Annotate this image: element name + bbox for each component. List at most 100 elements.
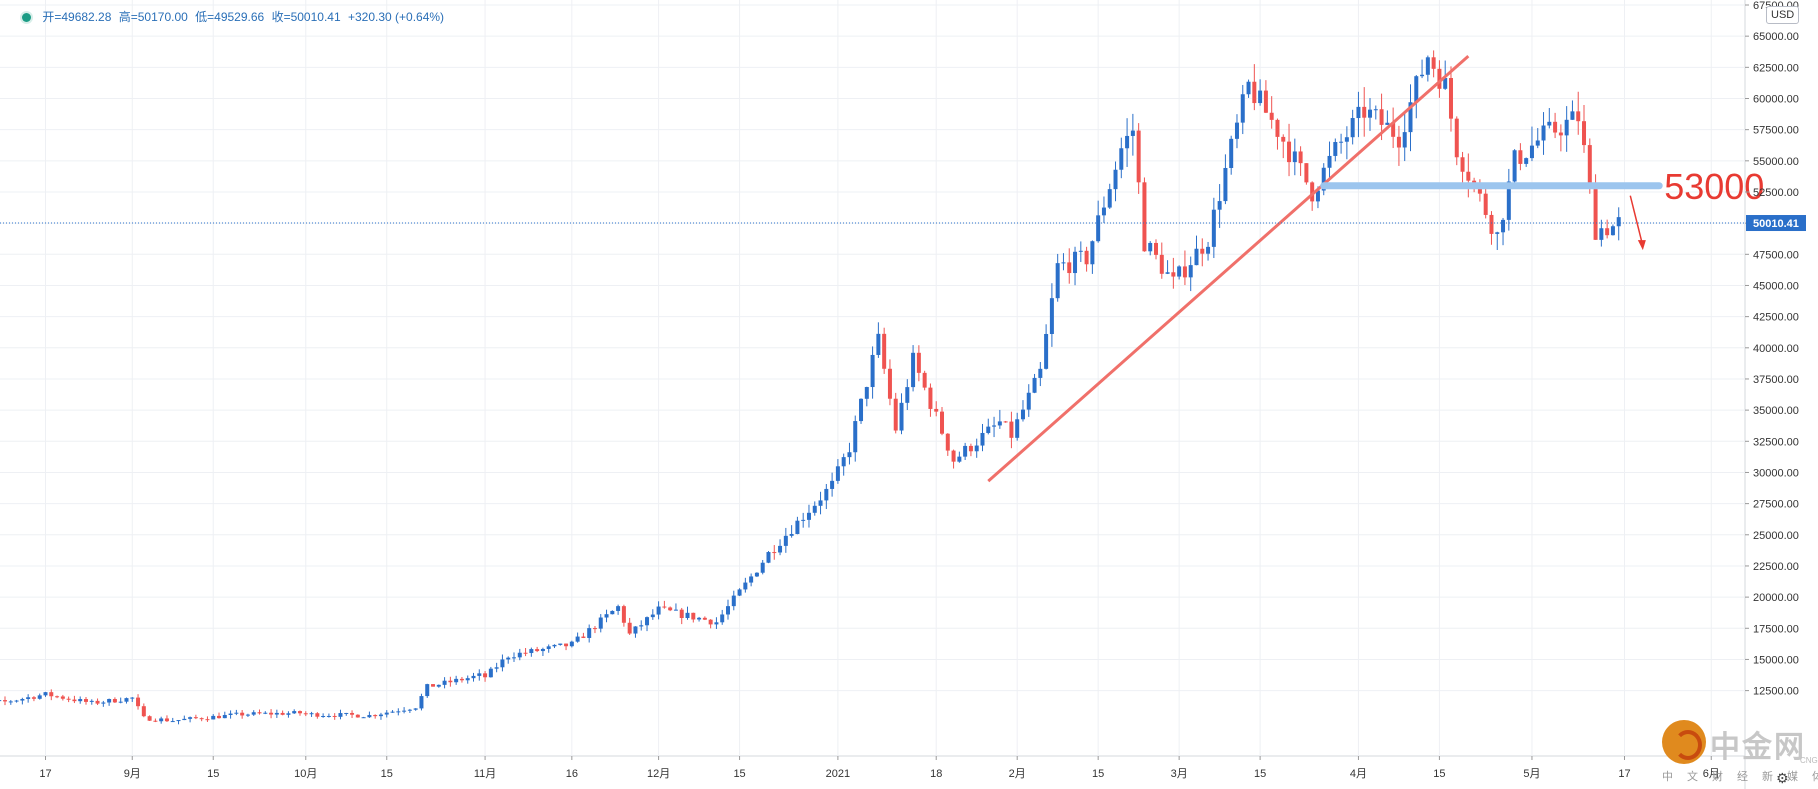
candle [205, 716, 210, 722]
price-tick-label: 52500.00 [1753, 187, 1799, 199]
price-tick-label: 35000.00 [1753, 405, 1799, 417]
candle [1119, 137, 1124, 179]
candle-body [234, 712, 239, 714]
candle-body [1136, 130, 1141, 183]
candle-body [396, 711, 401, 713]
candle [1287, 123, 1292, 177]
candle [211, 714, 216, 720]
candle [257, 709, 262, 715]
candle-body [465, 678, 470, 681]
candle [1055, 253, 1060, 302]
candle-body [1408, 102, 1413, 133]
candle [934, 401, 939, 417]
candle-body [147, 716, 152, 721]
candle [899, 393, 904, 435]
candle [506, 656, 511, 664]
candle [1003, 420, 1008, 423]
candle [1020, 400, 1025, 422]
candle-body [488, 668, 493, 678]
candle [997, 409, 1002, 429]
candle [26, 694, 31, 703]
candle-body [448, 680, 453, 683]
candle [78, 696, 83, 704]
time-tick-label: 17 [39, 768, 51, 780]
candle-body [1616, 217, 1621, 227]
candle [1483, 186, 1488, 219]
candle [373, 714, 378, 719]
candle [830, 472, 835, 497]
candle-body [436, 684, 441, 687]
candle-body [922, 372, 927, 388]
candle [240, 710, 245, 719]
time-tick-label: 10月 [294, 768, 317, 780]
candle-body [419, 696, 424, 709]
candle [55, 695, 60, 699]
candle [101, 700, 106, 707]
candle [1026, 384, 1031, 417]
candle-body [1541, 125, 1546, 141]
candle [1518, 143, 1523, 171]
candle [297, 710, 302, 716]
gear-icon[interactable]: ⚙ [1776, 770, 1789, 786]
candle-body [506, 657, 511, 660]
candle [951, 449, 956, 469]
candle [1466, 153, 1471, 198]
candle [564, 643, 569, 651]
currency-button[interactable]: USD [1766, 6, 1800, 24]
candle [1165, 260, 1170, 275]
candle-body [170, 721, 175, 723]
candle [569, 640, 574, 648]
candle-body [471, 675, 476, 679]
candle-body [859, 398, 864, 422]
candle [1368, 98, 1373, 131]
candle-body [714, 622, 719, 625]
candle-body [980, 432, 985, 446]
candle [1564, 106, 1569, 152]
candle-body [1269, 112, 1274, 120]
candle [668, 606, 673, 612]
candle-body [78, 699, 83, 702]
candle-body [373, 715, 378, 717]
candle [1015, 412, 1020, 441]
candle-body [26, 697, 31, 699]
candle [980, 423, 985, 452]
candle-body [130, 697, 135, 699]
candle [1512, 149, 1517, 187]
candle-body [812, 505, 817, 513]
price-tick-label: 15000.00 [1753, 654, 1799, 666]
candle [1234, 114, 1239, 149]
candle-body [997, 421, 1002, 426]
candle [37, 693, 42, 700]
candle-body [645, 617, 650, 626]
candle [1107, 183, 1112, 209]
candle-body [691, 612, 696, 620]
candle [627, 617, 632, 635]
candle-body [1576, 111, 1581, 122]
candle [419, 693, 424, 711]
candle-body [0, 700, 2, 702]
time-axis[interactable]: 17 9月 15 10月 15 11月 16 12月 15 2021 18 2月 15 3月 15 4月 15 5… [39, 756, 1720, 780]
candle-body [963, 445, 968, 457]
candle-body [378, 714, 383, 717]
candle-body [529, 649, 534, 654]
candle-body [274, 712, 279, 715]
candle [529, 647, 534, 657]
candle-body [853, 421, 858, 453]
candle-body [153, 720, 158, 722]
candle-body [1379, 109, 1384, 125]
candle-body [627, 622, 632, 634]
ohlc-low: 低=49529.66 [195, 10, 265, 24]
time-tick-label: 15 [381, 768, 393, 780]
candle [859, 398, 864, 424]
candle-body [205, 719, 210, 721]
candle [795, 516, 800, 535]
candle [326, 713, 331, 718]
candle-body [911, 352, 916, 388]
candle [1460, 151, 1465, 185]
price-axis[interactable]: 12500.00 15000.00 17500.00 20000.00 22500.00… [1745, 0, 1806, 698]
candle [517, 648, 522, 661]
candle-body [569, 641, 574, 647]
candle [876, 322, 881, 358]
candle-body [558, 643, 563, 645]
